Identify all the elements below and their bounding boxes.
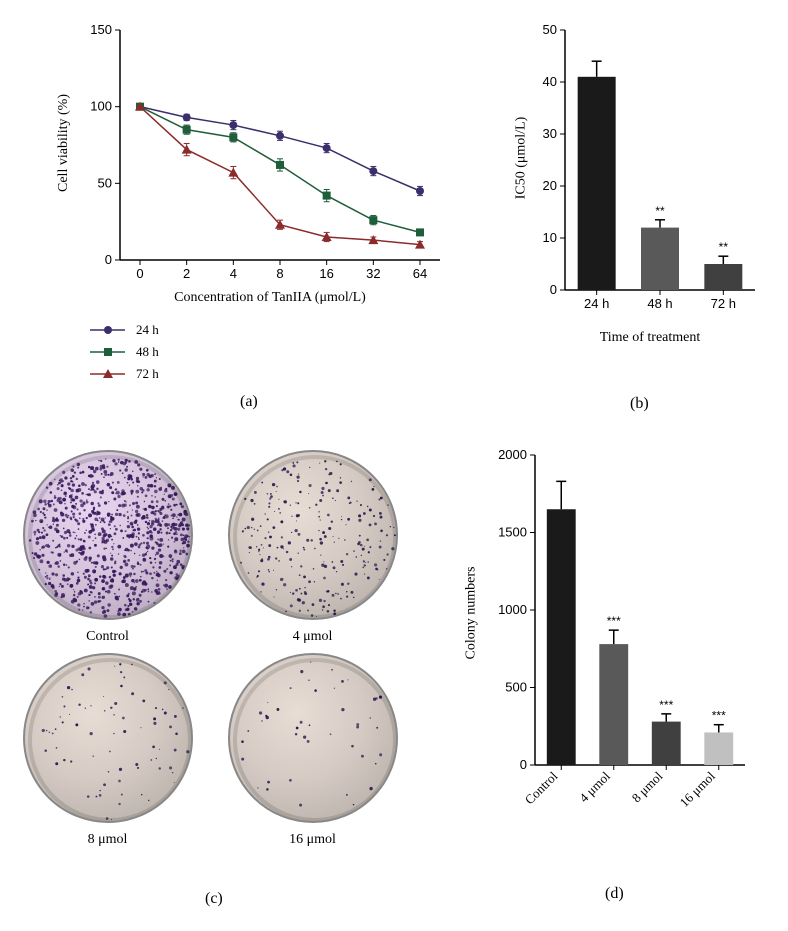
panel-c-colony-images: Control 4 μmol 8 μmol 16 μmol (c) (20, 450, 440, 910)
colony-item: Control (20, 450, 195, 645)
svg-text:0: 0 (136, 266, 143, 281)
svg-text:16 μmol: 16 μmol (677, 768, 719, 810)
panel-d-ylabel: Colony numbers (463, 567, 479, 660)
svg-text:50: 50 (543, 22, 557, 37)
colony-item: 4 μmol (225, 450, 400, 645)
svg-text:***: *** (712, 709, 726, 723)
svg-text:1500: 1500 (498, 525, 527, 540)
svg-text:72 h: 72 h (711, 296, 736, 311)
chart-a-svg: 0 50 100 150 0 2 4 8 16 32 64 (70, 20, 470, 300)
chart-d-svg: 0 500 1000 1500 2000 Control *** 4 μmol *** 8 μmo… (480, 445, 780, 845)
panel-b-ylabel: IC50 (μmol/L) (513, 117, 529, 200)
panel-a-xlabel: Concentration of TanIIA (μmol/L) (120, 290, 420, 306)
svg-text:4 μmol: 4 μmol (576, 768, 613, 805)
panel-a-line-chart: 0 50 100 150 0 2 4 8 16 32 64 Cell viability (%) C… (20, 10, 480, 410)
colony-item: 16 μmol (225, 653, 400, 848)
panel-a-label: (a) (240, 393, 258, 411)
svg-text:0: 0 (105, 252, 112, 267)
panel-b-xlabel: Time of treatment (560, 330, 740, 346)
svg-text:0: 0 (550, 282, 557, 297)
svg-text:***: *** (659, 698, 673, 712)
panel-c-label: (c) (205, 890, 223, 908)
legend-item: 72 h (90, 364, 159, 384)
panel-d-label: (d) (605, 885, 624, 903)
svg-text:8: 8 (276, 266, 283, 281)
svg-text:10: 10 (543, 230, 557, 245)
svg-text:2: 2 (183, 266, 190, 281)
legend-item: 48 h (90, 342, 159, 362)
colony-grid: Control 4 μmol 8 μmol 16 μmol (20, 450, 400, 848)
panel-d-bar-chart: 0 500 1000 1500 2000 Control *** 4 μmol *** 8 μmo… (460, 445, 780, 905)
colony-item: 8 μmol (20, 653, 195, 848)
chart-d-container: 0 500 1000 1500 2000 Control *** 4 μmol *** 8 μmo… (500, 445, 780, 805)
svg-text:48 h: 48 h (647, 296, 672, 311)
svg-text:4: 4 (230, 266, 237, 281)
svg-text:16: 16 (319, 266, 333, 281)
colony-label: 8 μmol (20, 832, 195, 848)
panel-a-ylabel: Cell viability (%) (56, 94, 72, 192)
chart-b-container: 0102030405024 h**48 h**72 h IC50 (μmol/L… (540, 20, 780, 300)
svg-text:150: 150 (90, 22, 112, 37)
panel-b-bar-chart: 0 10 20 30 40 50 24 h ** 48 h ** 72 h IC50 (μmol/L… (500, 20, 780, 400)
svg-text:100: 100 (90, 99, 112, 114)
svg-text:64: 64 (413, 266, 427, 281)
svg-text:**: ** (655, 204, 665, 218)
legend-item: 24 h (90, 320, 159, 340)
svg-text:20: 20 (543, 178, 557, 193)
svg-text:32: 32 (366, 266, 380, 281)
svg-text:0: 0 (520, 757, 527, 772)
chart-b-svg: 0 10 20 30 40 50 24 h ** 48 h ** 72 h (520, 20, 780, 340)
svg-text:500: 500 (505, 680, 527, 695)
colony-label: 16 μmol (225, 832, 400, 848)
panel-a-legend: 24 h48 h72 h (90, 320, 159, 386)
svg-text:**: ** (719, 240, 729, 254)
svg-text:8 μmol: 8 μmol (629, 768, 666, 805)
svg-text:Control: Control (522, 768, 561, 807)
colony-dish (23, 653, 193, 823)
svg-text:50: 50 (98, 175, 112, 190)
colony-label: 4 μmol (225, 629, 400, 645)
colony-label: Control (20, 629, 195, 645)
svg-text:1000: 1000 (498, 602, 527, 617)
svg-text:30: 30 (543, 126, 557, 141)
colony-dish (228, 653, 398, 823)
svg-text:24 h: 24 h (584, 296, 609, 311)
svg-text:***: *** (607, 614, 621, 628)
panel-b-label: (b) (630, 395, 649, 413)
svg-text:2000: 2000 (498, 447, 527, 462)
svg-text:40: 40 (543, 74, 557, 89)
colony-dish (23, 450, 193, 620)
colony-dish (228, 450, 398, 620)
chart-a-container: 0501001500248163264 Cell viability (%) (80, 20, 480, 280)
